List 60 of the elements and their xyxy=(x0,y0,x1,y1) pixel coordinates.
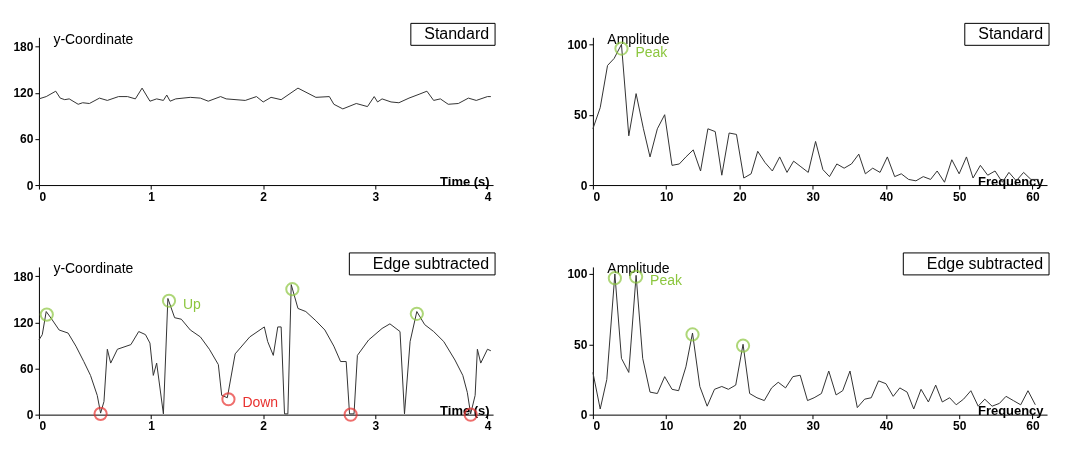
y-axis-title: y-Coordinate xyxy=(53,30,134,47)
y-tick-label: 60 xyxy=(20,361,34,376)
x-axis-title: Frequency xyxy=(977,173,1045,189)
y-tick-label: 0 xyxy=(26,178,34,193)
point xyxy=(161,293,177,308)
y-axis-title: y-Coordinate xyxy=(53,260,134,277)
x-tick-label: 10 xyxy=(659,189,674,204)
x-tick-label: 0 xyxy=(39,419,47,434)
x-tick-label: 60 xyxy=(1026,419,1040,434)
point xyxy=(735,338,751,353)
x-tick-label: 40 xyxy=(879,189,894,204)
y-tick-label: 60 xyxy=(20,132,34,147)
chart-title: Standard xyxy=(978,25,1044,43)
y-tick-label: 120 xyxy=(13,315,34,330)
x-tick-label: 0 xyxy=(593,419,601,434)
x-tick-label: 4 xyxy=(484,419,492,434)
chart-title: Edge subtracted xyxy=(372,254,490,272)
point xyxy=(343,407,358,422)
y-tick-label: 100 xyxy=(567,267,588,282)
x-tick-label: 50 xyxy=(952,189,967,204)
y-axis-title: Amplitude xyxy=(607,260,670,277)
y-tick-label: 50 xyxy=(574,337,588,352)
annotation: Up xyxy=(182,295,202,312)
x-axis-title: Frequency xyxy=(977,403,1045,419)
annotation: Down xyxy=(242,394,279,411)
x-tick-label: 60 xyxy=(1026,189,1040,204)
x-tick-label: 3 xyxy=(372,419,380,434)
y-tick-label: 100 xyxy=(567,37,588,52)
chart-title: Edge subtracted xyxy=(926,254,1044,272)
x-tick-label: 20 xyxy=(733,419,747,434)
y-tick-label: 120 xyxy=(13,86,34,101)
y-tick-label: 0 xyxy=(26,408,34,423)
x-tick-label: 30 xyxy=(806,189,821,204)
point xyxy=(285,282,300,297)
line-series xyxy=(38,87,492,110)
x-tick-label: 1 xyxy=(148,419,156,434)
y-tick-label: 180 xyxy=(13,40,34,55)
chart-title: Standard xyxy=(424,25,490,43)
x-tick-label: 40 xyxy=(879,419,894,434)
x-tick-label: 4 xyxy=(484,189,492,204)
x-tick-label: 2 xyxy=(260,419,268,434)
y-tick-label: 0 xyxy=(580,178,588,193)
x-tick-label: 50 xyxy=(952,419,967,434)
point xyxy=(409,306,424,321)
y-tick-label: 50 xyxy=(574,108,588,123)
x-tick-label: 2 xyxy=(260,189,268,204)
x-tick-label: 1 xyxy=(148,189,156,204)
y-tick-label: 0 xyxy=(580,408,588,423)
x-tick-label: 20 xyxy=(733,189,747,204)
x-tick-label: 30 xyxy=(806,419,821,434)
point xyxy=(685,327,700,342)
x-tick-label: 10 xyxy=(659,419,674,434)
point xyxy=(39,307,54,322)
x-axis-title: Time (s) xyxy=(440,173,490,189)
point xyxy=(93,406,108,421)
point xyxy=(221,392,236,407)
y-tick-label: 180 xyxy=(13,269,34,284)
x-tick-label: 3 xyxy=(372,189,380,204)
x-tick-label: 0 xyxy=(39,189,47,204)
x-tick-label: 0 xyxy=(593,189,601,204)
